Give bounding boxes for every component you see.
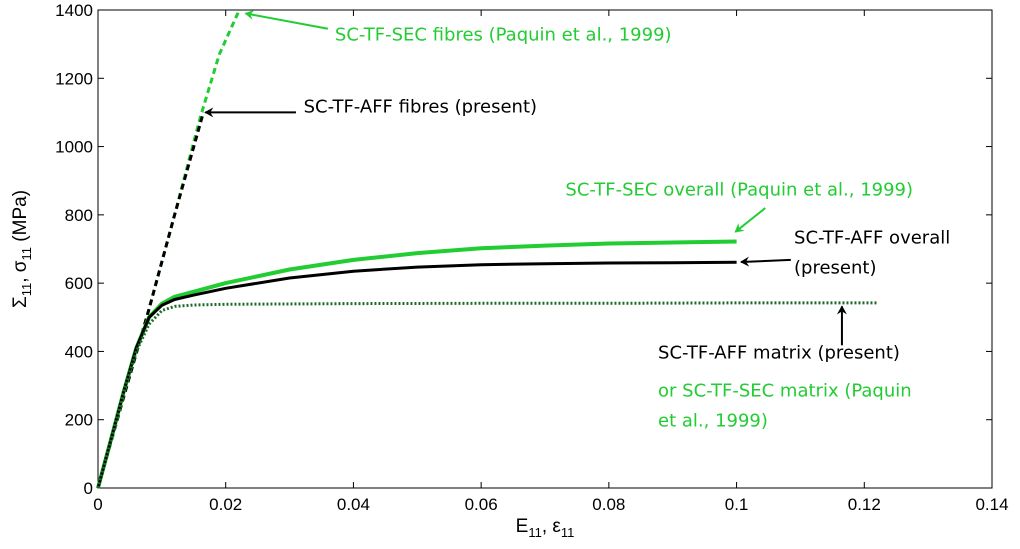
annotation-arrow-3 (734, 207, 766, 233)
x-tick-label: 0.06 (465, 495, 498, 514)
x-tick-label: 0 (93, 495, 102, 514)
y-tick-label: 1200 (55, 69, 93, 88)
x-tick-label: 0.12 (848, 495, 881, 514)
y-tick-label: 0 (84, 479, 93, 498)
annotation-text-2: SC-TF-AFF fibres (present) (304, 96, 537, 117)
annotation-arrow-4 (740, 256, 791, 267)
y-tick-label: 1400 (55, 1, 93, 20)
x-axis-title-base: E (516, 516, 529, 537)
annotation-text-5: SC-TF-AFF matrix (present) (658, 342, 900, 363)
x-axis-title-sep: , ε (542, 516, 562, 537)
y-axis-title-sub2: 11 (19, 247, 34, 261)
annotation-arrow-1 (244, 9, 329, 30)
x-axis-title-sub2: 11 (561, 525, 575, 540)
annotation-text-1: SC-TF-SEC fibres (Paquin et al., 1999) (335, 25, 672, 46)
series-line-5 (96, 301, 878, 489)
y-axis-title-base: Σ (10, 296, 31, 308)
y-tick-label: 600 (65, 274, 93, 293)
x-tick-label: 0.1 (725, 495, 749, 514)
x-tick-label: 0.02 (209, 495, 242, 514)
y-tick-label: 200 (65, 411, 93, 430)
x-tick-label: 0.04 (337, 495, 370, 514)
annotation-text-6: or SC-TF-SEC matrix (Paquin et al., 1999) (658, 380, 912, 431)
x-axis-title-sub1: 11 (528, 525, 542, 540)
y-tick-label: 400 (65, 342, 93, 361)
plot-area (97, 9, 993, 489)
x-tick-label: 0.08 (592, 495, 625, 514)
series-layer (96, 11, 878, 489)
axis-ticks: 0 0.02 0.04 0.06 0.08 0.1 0.12 0.14 0 200 400 600 80… (55, 1, 1008, 514)
annotation-text-3: SC-TF-SEC overall (Paquin et al., 1999) (565, 180, 913, 201)
x-axis-title: E11, ε11 (516, 516, 575, 540)
annotation-text-4: SC-TF-AFF overall (present) (794, 228, 950, 279)
y-axis-title: Σ11, σ11 (MPa) (10, 190, 34, 308)
y-tick-label: 1000 (55, 138, 93, 157)
y-tick-label: 800 (65, 206, 93, 225)
y-axis-title-sub1: 11 (19, 283, 34, 297)
y-axis-title-sep: , σ (10, 260, 31, 283)
x-tick-label: 0.14 (975, 495, 1008, 514)
y-axis-title-unit: (MPa) (10, 190, 31, 247)
annotation-layer: SC-TF-SEC fibres (Paquin et al., 1999) SC… (204, 9, 950, 431)
